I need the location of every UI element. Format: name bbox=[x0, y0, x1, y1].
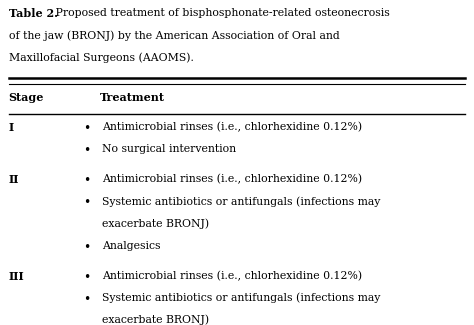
Text: •: • bbox=[83, 122, 90, 135]
Text: Systemic antibiotics or antifungals (infections may: Systemic antibiotics or antifungals (inf… bbox=[102, 196, 380, 207]
Text: Antimicrobial rinses (i.e., chlorhexidine 0.12%): Antimicrobial rinses (i.e., chlorhexidin… bbox=[102, 174, 362, 185]
Text: II: II bbox=[9, 174, 19, 185]
Text: •: • bbox=[83, 240, 90, 254]
Text: exacerbate BRONJ): exacerbate BRONJ) bbox=[102, 218, 209, 229]
Text: Table 2.: Table 2. bbox=[9, 8, 57, 19]
Text: Stage: Stage bbox=[9, 92, 44, 103]
Text: Antimicrobial rinses (i.e., chlorhexidine 0.12%): Antimicrobial rinses (i.e., chlorhexidin… bbox=[102, 122, 362, 132]
Text: •: • bbox=[83, 271, 90, 284]
Text: Antimicrobial rinses (i.e., chlorhexidine 0.12%): Antimicrobial rinses (i.e., chlorhexidin… bbox=[102, 271, 362, 281]
Text: Maxillofacial Surgeons (AAOMS).: Maxillofacial Surgeons (AAOMS). bbox=[9, 52, 193, 63]
Text: Treatment: Treatment bbox=[100, 92, 164, 103]
Text: •: • bbox=[83, 174, 90, 187]
Text: •: • bbox=[83, 144, 90, 157]
Text: Proposed treatment of bisphosphonate-related osteonecrosis: Proposed treatment of bisphosphonate-rel… bbox=[52, 8, 390, 18]
Text: of the jaw (BRONJ) by the American Association of Oral and: of the jaw (BRONJ) by the American Assoc… bbox=[9, 30, 339, 41]
Text: No surgical intervention: No surgical intervention bbox=[102, 144, 236, 154]
Text: Analgesics: Analgesics bbox=[102, 240, 160, 251]
Text: exacerbate BRONJ): exacerbate BRONJ) bbox=[102, 315, 209, 325]
Text: •: • bbox=[83, 196, 90, 209]
Text: I: I bbox=[9, 122, 14, 133]
Text: Systemic antibiotics or antifungals (infections may: Systemic antibiotics or antifungals (inf… bbox=[102, 293, 380, 304]
Text: •: • bbox=[83, 293, 90, 306]
Text: III: III bbox=[9, 271, 24, 282]
